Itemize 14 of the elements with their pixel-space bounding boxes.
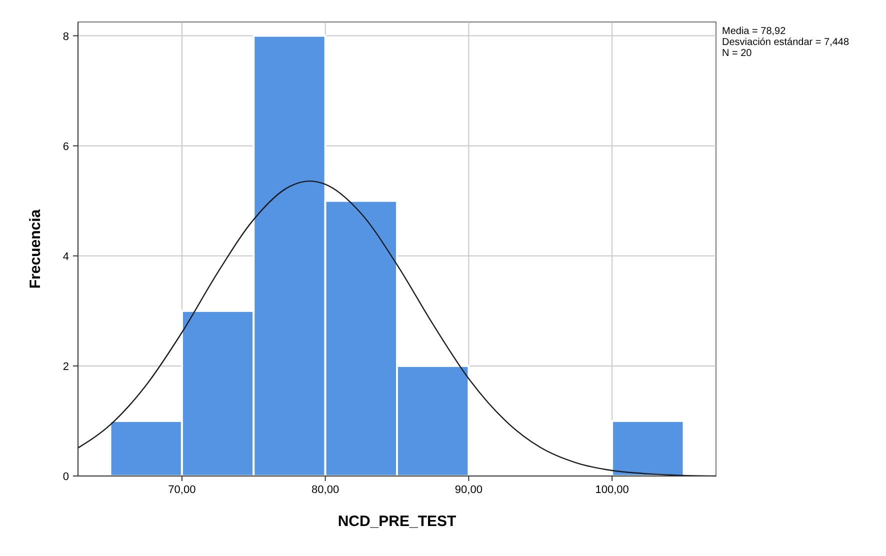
text: N = 20 bbox=[722, 48, 752, 59]
x-axis-title: NCD_PRE_TEST bbox=[338, 513, 456, 530]
y-tick-label: 0 bbox=[62, 471, 69, 483]
y-tick-label: 2 bbox=[62, 360, 69, 373]
y-tick-label: 6 bbox=[62, 140, 69, 153]
y-tick-label: 8 bbox=[62, 30, 69, 43]
x-tick-label: 100,00 bbox=[595, 484, 629, 496]
text: Media = 78,92 bbox=[722, 26, 786, 37]
x-tick-label: 70,00 bbox=[168, 484, 196, 496]
y-axis-title: Frecuencia bbox=[27, 208, 44, 289]
text: Desviación estándar = 7,448 bbox=[722, 37, 850, 48]
x-tick-label: 80,00 bbox=[312, 484, 340, 496]
x-tick-label: 90,00 bbox=[454, 484, 482, 496]
y-tick-label: 4 bbox=[62, 250, 69, 263]
